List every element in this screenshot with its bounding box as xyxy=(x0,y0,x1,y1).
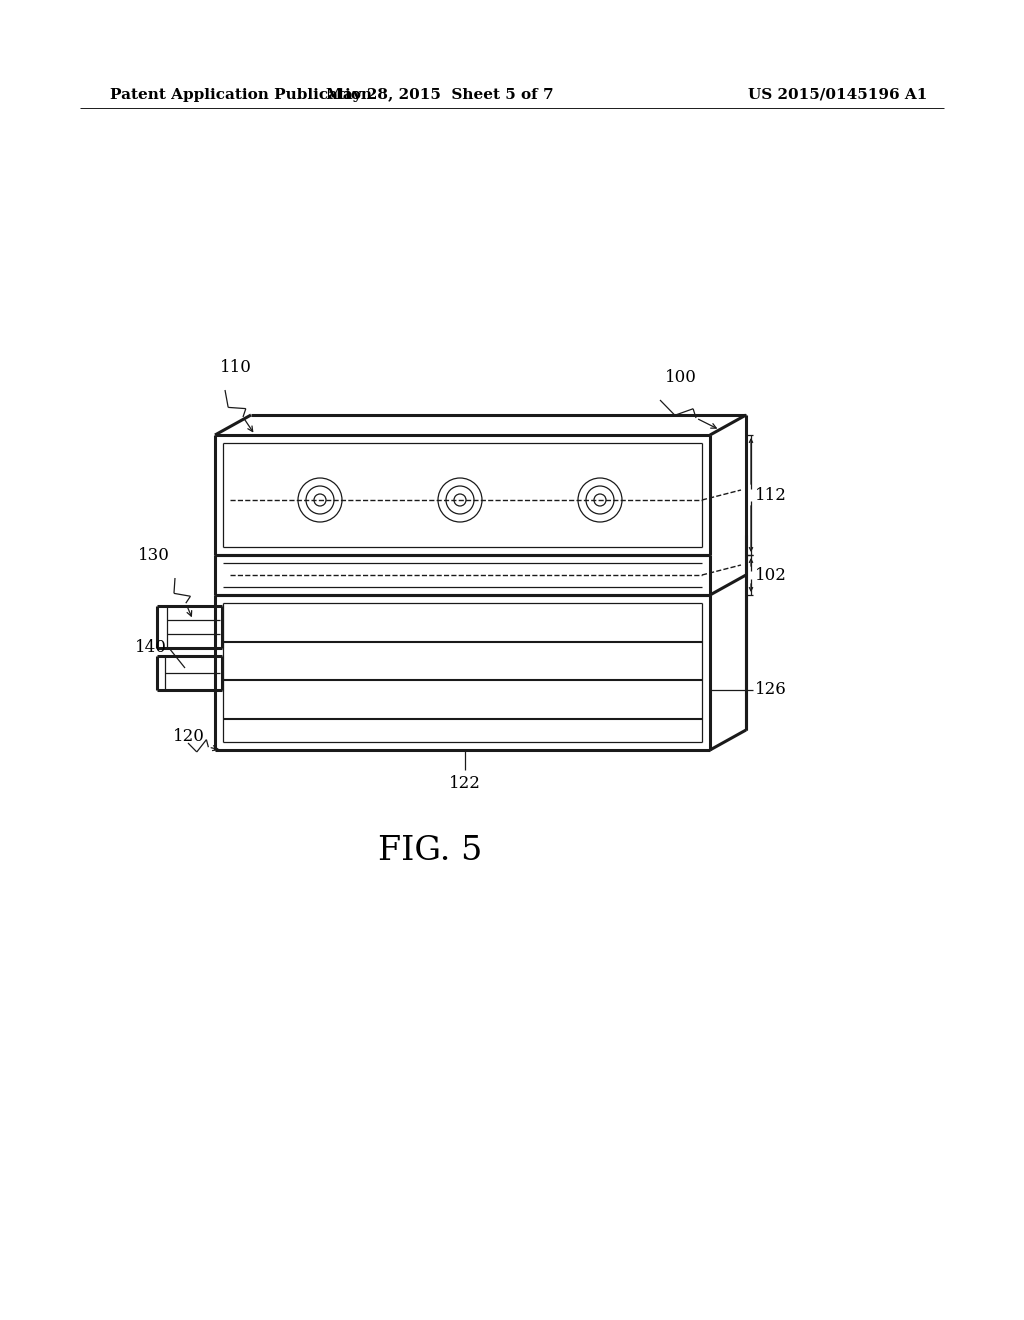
Text: Patent Application Publication: Patent Application Publication xyxy=(110,88,372,102)
Text: May 28, 2015  Sheet 5 of 7: May 28, 2015 Sheet 5 of 7 xyxy=(327,88,554,102)
Text: 126: 126 xyxy=(755,681,786,698)
Text: 100: 100 xyxy=(665,370,697,385)
Text: 102: 102 xyxy=(755,566,786,583)
Text: FIG. 5: FIG. 5 xyxy=(378,836,482,867)
Text: 130: 130 xyxy=(138,546,170,564)
Text: 140: 140 xyxy=(135,639,167,656)
Text: US 2015/0145196 A1: US 2015/0145196 A1 xyxy=(748,88,928,102)
Text: 122: 122 xyxy=(450,775,481,792)
Text: 110: 110 xyxy=(220,359,252,376)
Text: 112: 112 xyxy=(755,487,786,503)
Text: 120: 120 xyxy=(173,729,205,744)
